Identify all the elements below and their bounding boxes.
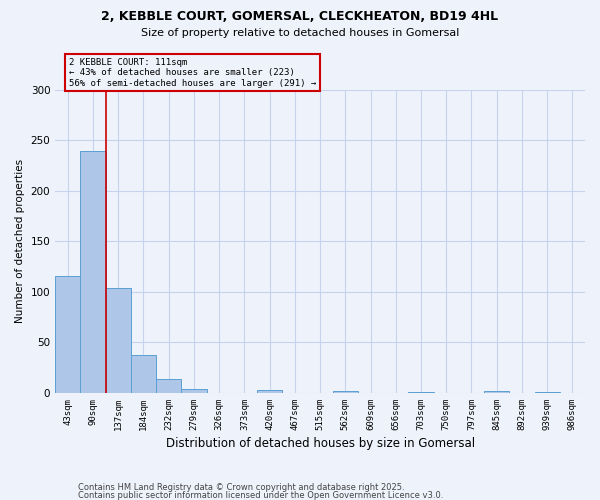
Bar [332,391,358,393]
Bar [106,288,131,393]
X-axis label: Distribution of detached houses by size in Gomersal: Distribution of detached houses by size … [166,437,475,450]
Text: 2, KEBBLE COURT, GOMERSAL, CLECKHEATON, BD19 4HL: 2, KEBBLE COURT, GOMERSAL, CLECKHEATON, … [101,10,499,23]
Bar [156,379,181,393]
Text: Contains public sector information licensed under the Open Government Licence v3: Contains public sector information licen… [78,490,443,500]
Bar [55,276,80,393]
Bar [409,392,434,393]
Bar [535,392,560,393]
Text: Size of property relative to detached houses in Gomersal: Size of property relative to detached ho… [141,28,459,38]
Bar [484,391,509,393]
Y-axis label: Number of detached properties: Number of detached properties [15,160,25,324]
Bar [80,152,106,393]
Text: Contains HM Land Registry data © Crown copyright and database right 2025.: Contains HM Land Registry data © Crown c… [78,484,404,492]
Text: 2 KEBBLE COURT: 111sqm
← 43% of detached houses are smaller (223)
56% of semi-de: 2 KEBBLE COURT: 111sqm ← 43% of detached… [69,58,316,88]
Bar [181,389,206,393]
Bar [257,390,282,393]
Bar [131,354,156,393]
